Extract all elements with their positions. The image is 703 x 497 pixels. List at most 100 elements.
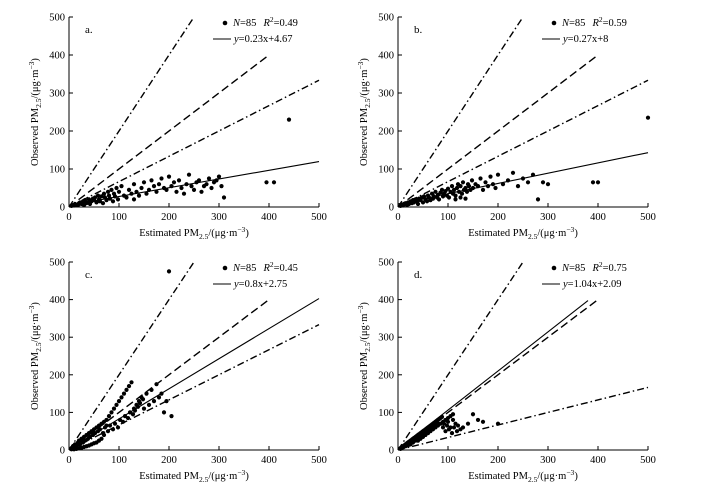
data-point: [166, 269, 172, 274]
y-label-sup: −3: [356, 61, 365, 69]
x-label-sup: −3: [566, 468, 574, 477]
data-point: [505, 178, 511, 183]
y-tick-label: 0: [389, 446, 394, 457]
data-point: [264, 180, 269, 185]
data-point: [480, 419, 486, 424]
x-axis-label: Estimated PM2.5/(μg·m−3): [468, 225, 578, 241]
y-label-close: ): [30, 302, 41, 306]
data-point: [82, 438, 88, 443]
x-label-sup: −3: [566, 225, 574, 234]
x-axis-label: Estimated PM2.5/(μg·m−3): [468, 468, 578, 484]
data-point: [520, 176, 526, 181]
legend-stats: N=85 R2=0.49: [232, 15, 298, 29]
data-point: [214, 178, 219, 183]
data-point: [116, 399, 122, 404]
data-point: [117, 417, 123, 423]
x-tick-label: 400: [590, 212, 606, 223]
legend-marker: [551, 265, 557, 271]
x-label-close: ): [245, 471, 249, 482]
panel-label: a.: [85, 24, 93, 36]
x-label-unit: /(μg·m: [208, 228, 237, 239]
data-point: [104, 417, 109, 423]
y-label-main: Observed PM: [30, 107, 41, 166]
y-label-sub: 2.5: [34, 342, 43, 352]
data-point: [590, 180, 596, 185]
y-label-unit: /(μg·m: [359, 70, 370, 99]
data-point: [480, 187, 486, 192]
data-point: [122, 414, 128, 419]
data-point: [112, 421, 118, 426]
data-point: [221, 195, 227, 200]
data-point: [134, 189, 139, 194]
data-point: [464, 189, 470, 194]
data-point: [196, 178, 202, 183]
data-point: [460, 425, 466, 430]
data-point: [189, 184, 194, 189]
reference-line-1: [68, 261, 195, 451]
data-point: [95, 193, 101, 198]
x-tick-label: 500: [640, 212, 656, 223]
legend-marker: [222, 20, 228, 26]
x-label-sub: 2.5: [199, 232, 209, 241]
y-label-close: ): [359, 302, 370, 306]
data-point: [488, 174, 493, 179]
data-point: [453, 193, 458, 198]
data-point: [510, 170, 516, 175]
y-label-unit: /(μg·m: [359, 314, 370, 343]
data-point: [184, 182, 189, 187]
data-point: [186, 172, 192, 177]
y-tick-label: 0: [389, 203, 394, 214]
data-point: [129, 380, 134, 385]
y-label-main: Observed PM: [359, 107, 370, 166]
x-tick-label: 100: [440, 212, 456, 223]
data-point: [191, 187, 197, 192]
y-tick-label: 200: [49, 127, 65, 138]
data-point: [204, 182, 209, 187]
legend-eq-var: y: [233, 279, 239, 290]
x-tick-label: 0: [66, 212, 71, 223]
data-point: [121, 391, 127, 396]
panel-c: 0 100 200 300 400 500 0 100 200 300 400 500 Estimate…: [27, 258, 327, 485]
legend-equation: y=0.27x+8: [562, 34, 608, 45]
x-tick-label: 300: [211, 212, 227, 223]
data-point: [449, 430, 455, 436]
data-point: [159, 176, 164, 181]
data-point: [485, 184, 491, 189]
data-point: [156, 395, 162, 400]
reference-line-1: [397, 16, 524, 208]
legend-r2-value: =0.49: [274, 18, 298, 29]
data-point: [443, 429, 448, 434]
legend-r2-sup: 2: [270, 15, 274, 24]
data-point: [156, 182, 162, 187]
data-point: [424, 199, 430, 204]
y-tick-label: 500: [378, 13, 394, 24]
data-point: [455, 423, 461, 428]
data-point: [169, 414, 174, 419]
data-point: [451, 425, 457, 430]
data-point: [104, 198, 109, 203]
data-point: [151, 184, 157, 189]
y-tick-label: 300: [49, 89, 65, 100]
y-tick-label: 100: [49, 408, 65, 419]
data-point: [181, 191, 187, 196]
data-point: [112, 194, 118, 199]
data-point: [209, 185, 214, 191]
data-point: [645, 115, 651, 120]
legend-equation: y=0.23x+4.67: [233, 34, 293, 45]
data-point: [87, 434, 93, 439]
data-point: [454, 185, 460, 191]
data-point: [126, 187, 132, 192]
panel-label: b.: [414, 24, 423, 36]
data-point: [154, 189, 159, 194]
y-label-sup: −3: [356, 305, 365, 313]
data-point: [469, 178, 475, 183]
y-axis-label: Observed PM2.5/(μg·m−3): [27, 302, 43, 410]
data-point: [135, 404, 141, 409]
data-point: [164, 399, 169, 404]
data-point: [115, 425, 121, 430]
x-label-unit: /(μg·m: [537, 471, 566, 482]
data-point: [116, 189, 122, 194]
data-point: [127, 410, 133, 415]
data-point: [176, 178, 182, 183]
